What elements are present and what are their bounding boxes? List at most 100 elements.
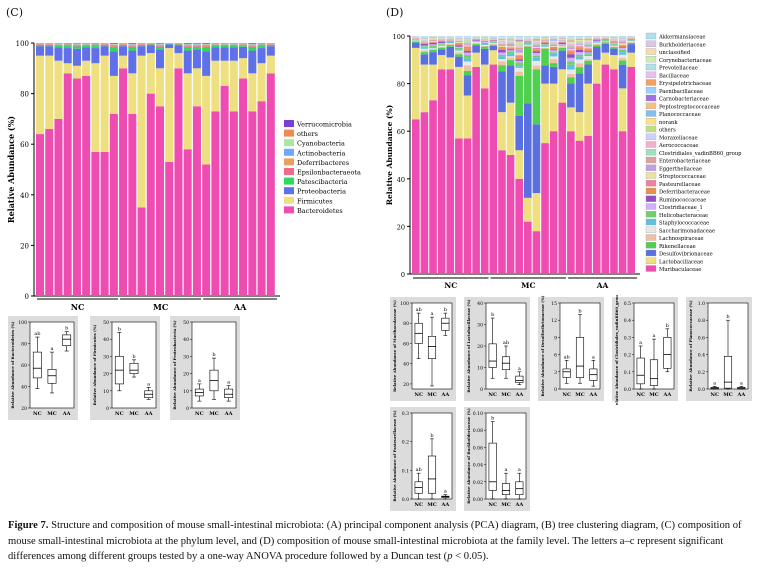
bar-segment: [229, 60, 238, 112]
bar-segment: [532, 55, 541, 58]
box: [723, 356, 733, 389]
bar-segment: [532, 41, 541, 43]
bar-segment: [429, 52, 437, 65]
y-tick-label: 20: [20, 242, 29, 250]
boxplot-ylabel: Relative Abundance of Burkholderiaceae (…: [466, 408, 471, 504]
bar-segment: [584, 44, 592, 47]
bar-segment: [610, 43, 618, 44]
bar-segment: [91, 63, 100, 152]
box: [488, 343, 497, 368]
bar-segment: [146, 44, 155, 46]
legend-label: Enterobacteriaceae: [659, 159, 711, 165]
bar-segment: [567, 64, 575, 70]
boxplot-tick-label: 0.0: [624, 387, 631, 393]
significance-letter: b: [212, 352, 215, 358]
bar-segment: [610, 45, 618, 47]
bar-segment: [515, 150, 523, 179]
bar-segment: [446, 43, 455, 46]
bar-segment: [549, 49, 558, 51]
legend-swatch: [284, 187, 294, 195]
box: [441, 317, 450, 331]
y-tick-label: 40: [20, 192, 29, 200]
legend-swatch: [284, 139, 294, 147]
bar-segment: [211, 44, 220, 46]
bar-segment: [109, 45, 118, 47]
bar-segment: [165, 43, 174, 45]
bar-segment: [618, 36, 627, 38]
bar-segment: [412, 47, 420, 120]
bar-segment: [455, 39, 463, 41]
legend-label: Burkholderiaceae: [659, 42, 706, 48]
bar-segment: [549, 52, 558, 54]
bar-segment: [567, 54, 575, 58]
bar-segment: [266, 44, 275, 45]
bar-segment: [220, 44, 229, 46]
bar-segment: [627, 39, 635, 41]
boxplot-group-label: AA: [662, 392, 671, 398]
bar-segment: [567, 73, 575, 78]
bar-segment: [618, 52, 627, 55]
bar-segment: [119, 46, 128, 56]
bar-segment: [515, 40, 523, 42]
bar-segment: [109, 113, 118, 296]
bar-segment: [532, 60, 541, 66]
bar-segment: [455, 49, 463, 51]
bar-segment: [472, 45, 480, 53]
boxplot-tick-label: 0.8: [698, 318, 705, 324]
bar-segment: [541, 65, 549, 84]
bar-segment: [211, 47, 220, 61]
significance-letter: a: [51, 346, 54, 352]
group-label-aa: AA: [596, 281, 609, 290]
bar-segment: [498, 45, 506, 47]
boxplot-tick-label: 80: [21, 342, 27, 348]
legend-label: Patescibacteria: [297, 178, 348, 186]
bar-segment: [472, 41, 480, 42]
boxplot-ylabel: Relative Abundance of Planococcaceae (%): [688, 300, 693, 391]
bar-segment: [567, 49, 575, 51]
legend-label: Bacteroidetes: [297, 207, 343, 215]
bar-segment: [266, 55, 275, 74]
bar-segment: [506, 57, 515, 61]
legend-label: Erysipelotrichaceae: [659, 81, 711, 87]
legend-swatch: [645, 79, 657, 86]
bar-segment: [437, 42, 446, 43]
legend-swatch: [645, 242, 657, 249]
significance-letter: b: [578, 308, 581, 314]
legend-swatch: [645, 211, 657, 218]
bar-segment: [45, 55, 54, 130]
bar-segment: [100, 46, 109, 56]
bar-segment: [446, 40, 455, 41]
bar-segment: [183, 43, 192, 45]
box: [488, 442, 497, 491]
bar-segment: [575, 112, 584, 141]
bar-segment: [592, 40, 601, 42]
bar-segment: [498, 40, 506, 41]
boxplot-tick-label: 0: [186, 406, 189, 412]
bar-segment: [446, 46, 455, 58]
bar-segment: [156, 106, 165, 296]
bar-segment: [618, 42, 627, 44]
significance-letter: ab: [503, 340, 509, 346]
bar-segment: [575, 67, 584, 74]
bar-segment: [119, 44, 128, 45]
bar-segment: [54, 60, 63, 119]
bar-segment: [584, 51, 592, 53]
bar-segment: [257, 48, 266, 64]
boxplot-tick-label: 20: [103, 372, 109, 378]
bar-segment: [515, 49, 523, 53]
bar-segment: [592, 39, 601, 41]
bar-segment: [211, 44, 220, 45]
y-tick-label: 80: [397, 81, 405, 89]
boxplot-group-label: MC: [209, 411, 219, 417]
y-tick-label: 100: [393, 33, 405, 41]
bar-segment: [463, 41, 472, 43]
bar-segment: [498, 42, 506, 44]
bar-segment: [610, 42, 618, 43]
bar-segment: [575, 63, 584, 68]
bar-segment: [266, 46, 275, 56]
bar-segment: [524, 197, 532, 222]
boxplot-tick-label: 0.1: [624, 370, 631, 376]
bar-segment: [455, 50, 463, 53]
